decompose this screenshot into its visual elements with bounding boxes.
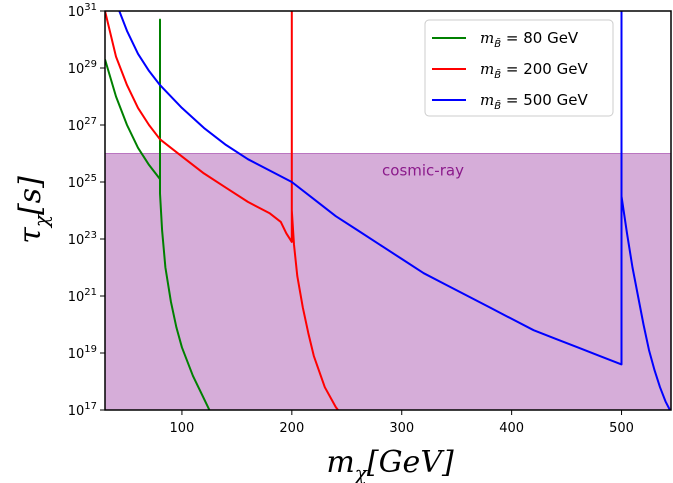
- legend-label-1: mB̃ = 80 GeV: [480, 29, 579, 50]
- band-layer: cosmic-ray: [105, 153, 671, 410]
- band-label: cosmic-ray: [382, 162, 464, 180]
- legend: mB̃ = 80 GeV mB̃ = 200 GeV mB̃ = 500 GeV: [424, 19, 614, 117]
- y-tick-label: 1031: [68, 2, 97, 20]
- y-tick-label: 1023: [68, 230, 97, 248]
- svg-text:τχ[s]: τχ[s]: [13, 176, 53, 244]
- x-tick-label: 100: [170, 421, 195, 436]
- x-axis-ticks: 100 200 300 400 500: [170, 410, 634, 436]
- legend-box: [424, 19, 614, 117]
- x-axis-label: mχ[GeV]: [326, 445, 454, 483]
- y-tick-label: 1025: [68, 173, 97, 191]
- y-tick-label: 1027: [68, 116, 97, 134]
- series-layer: [105, 11, 671, 410]
- x-tick-label: 200: [279, 421, 304, 436]
- legend-label-3: mB̃ = 500 GeV: [480, 91, 588, 112]
- svg-text:mχ[GeV]: mχ[GeV]: [326, 445, 454, 483]
- y-tick-label: 1021: [68, 287, 97, 305]
- band-0: [105, 153, 671, 410]
- x-tick-label: 500: [609, 421, 634, 436]
- y-tick-label: 1017: [68, 401, 97, 419]
- x-tick-label: 400: [499, 421, 524, 436]
- y-axis-ticks: 1017 1019 1021 1023 1025 1027 1029 1031: [68, 2, 105, 419]
- series-line-2: [105, 11, 339, 410]
- series-line-1: [105, 18, 211, 410]
- y-tick-label: 1019: [68, 344, 97, 362]
- legend-label-2: mB̃ = 200 GeV: [480, 60, 588, 81]
- series-line-3: [118, 11, 671, 410]
- y-axis-label: τχ[s]: [13, 176, 53, 244]
- x-tick-label: 300: [389, 421, 414, 436]
- y-tick-label: 1029: [68, 59, 97, 77]
- plot-frame: [104, 10, 672, 411]
